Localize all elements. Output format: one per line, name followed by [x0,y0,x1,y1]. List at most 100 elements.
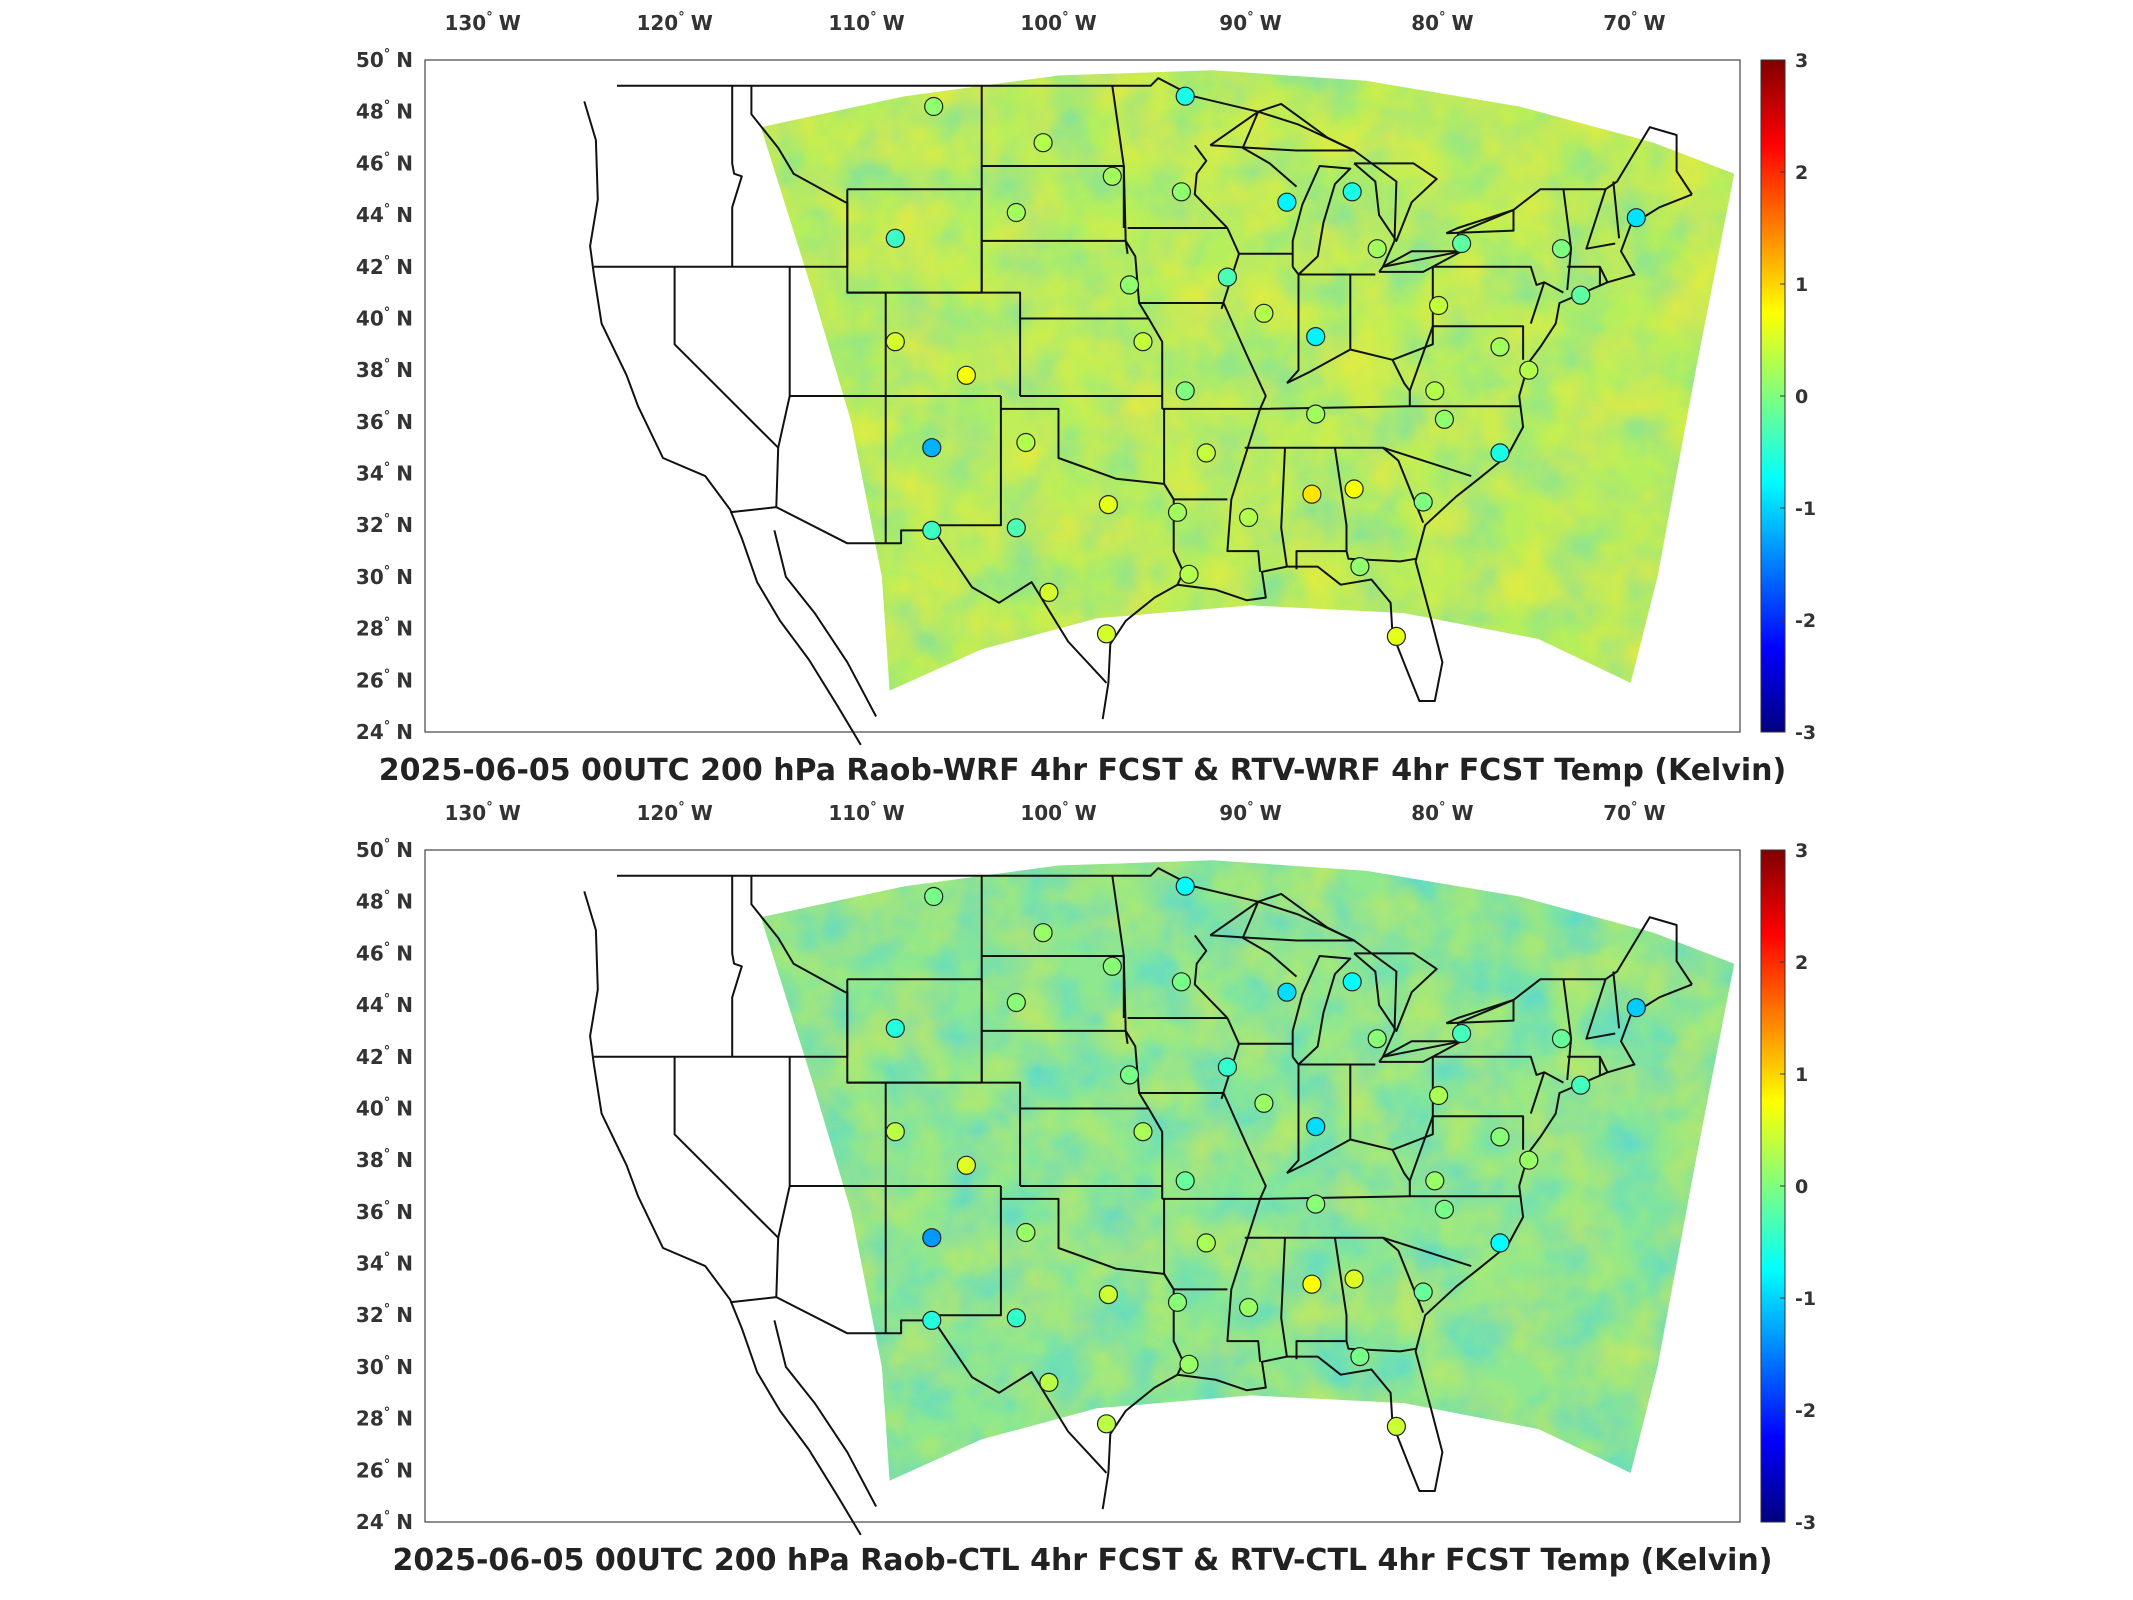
raob-station-marker [1626,998,1646,1018]
lon-tick-label: 130° W [444,800,520,825]
raob-station-marker [1302,484,1322,504]
raob-stations [885,876,1646,1437]
raob-station-marker [1033,923,1053,943]
raob-station-marker [924,886,944,907]
raob-station-marker [1039,582,1059,603]
panel-title: 2025-06-05 00UTC 200 hPa Raob-CTL 4hr FC… [392,1543,1772,1578]
raob-station-marker [1175,1171,1195,1191]
colorbar-tick-label: 0 [1795,386,1808,408]
lon-tick-label: 70° W [1603,10,1665,35]
raob-station-marker [1571,285,1591,305]
lat-tick-label: 36° N [356,1199,413,1224]
raob-station-marker [1434,409,1455,429]
lat-tick-label: 28° N [356,1406,413,1431]
colorbar-tick-label: 3 [1795,50,1808,72]
raob-station-marker [956,1155,977,1175]
raob-station-marker [1490,1127,1510,1147]
raob-station-marker [1306,327,1326,347]
raob-station-marker [1254,303,1274,323]
lat-tick-label: 46° N [356,150,413,175]
raob-station-marker [1306,1116,1326,1137]
lat-tick-label: 46° N [356,940,413,965]
raob-station-marker [1302,1274,1322,1294]
lon-tick-label: 80° W [1411,800,1473,825]
colorbar-tick-label: -2 [1795,1400,1816,1422]
raob-station-marker [1167,502,1188,522]
colorbar-tick-label: 2 [1795,162,1808,184]
raob-station-marker [1490,1233,1510,1253]
lat-tick-label: 42° N [356,254,413,279]
raob-station-marker [1428,1085,1449,1106]
lat-tick-label: 40° N [356,1096,413,1121]
colorbar-tick-label: 3 [1795,840,1808,862]
raob-station-marker [1238,507,1259,528]
temperature-difference-field [760,860,1735,1481]
raob-station-marker [1277,982,1297,1002]
raob-station-marker [956,365,977,385]
raob-station-marker [1102,166,1122,186]
lon-tick-label: 70° W [1603,800,1665,825]
colorbar-tick-label: 1 [1795,274,1808,296]
raob-station-marker [1434,1199,1455,1219]
raob-station-marker [1179,564,1199,584]
raob-station-marker [1133,1122,1153,1142]
raob-station-marker [1350,1346,1370,1367]
raob-station-marker [1006,202,1026,223]
raob-station-marker [1490,443,1510,463]
raob-station-marker [1006,992,1026,1013]
raob-station-marker [1386,626,1407,647]
lat-tick-label: 36° N [356,409,413,434]
raob-station-marker [1519,1150,1539,1170]
raob-station-marker [1490,337,1510,357]
raob-station-marker [1102,956,1122,976]
lon-tick-label: 120° W [636,800,712,825]
lat-tick-label: 44° N [356,202,413,227]
raob-station-marker [1386,1416,1407,1437]
raob-station-marker [1033,133,1053,153]
map-panel-2: 130° W 120° W 110° W 100° W 90° W 80° W 70° W 50° N 48° N… [356,800,1816,1536]
colorbar-tick-label: -2 [1795,610,1816,632]
raob-station-marker [885,228,905,248]
lon-tick-label: 110° W [828,800,904,825]
raob-station-marker [1171,182,1192,202]
colorbar-tick-label: -3 [1795,1512,1816,1534]
raob-station-marker [922,520,942,541]
state-boundaries [583,77,1693,746]
raob-station-marker [1367,239,1387,259]
lat-tick-label: 26° N [356,1457,413,1482]
raob-station-marker [1425,381,1445,401]
lat-tick-label: 48° N [356,99,413,124]
raob-station-marker [1016,1222,1036,1243]
lat-tick-label: 48° N [356,889,413,914]
raob-station-marker [922,1228,942,1248]
raob-station-marker [1413,1282,1433,1302]
colorbar-tick-label: 0 [1795,1176,1808,1198]
raob-station-marker [1519,360,1539,380]
lat-tick-label: 44° N [356,992,413,1017]
raob-station-marker [1344,1269,1364,1289]
lon-tick-label: 130° W [444,10,520,35]
raob-station-marker [1551,1029,1572,1049]
raob-station-marker [885,1018,905,1038]
raob-station-marker [1428,295,1449,316]
raob-station-marker [1196,1233,1216,1253]
raob-station-marker [1119,275,1140,295]
raob-station-marker [1342,182,1362,202]
raob-station-marker [1175,381,1195,401]
raob-station-marker [1098,495,1119,515]
raob-station-marker [1133,332,1153,352]
raob-station-marker [1016,432,1036,453]
raob-station-marker [1451,1023,1472,1044]
lat-tick-label: 42° N [356,1044,413,1069]
raob-station-marker [1175,876,1195,896]
raob-station-marker [1277,192,1297,212]
colorbar-tick-label: -3 [1795,722,1816,744]
raob-station-marker [1238,1297,1259,1318]
temperature-difference-field [760,70,1735,691]
lon-tick-label: 120° W [636,10,712,35]
raob-station-marker [1571,1075,1591,1095]
raob-station-marker [1306,1194,1326,1214]
lon-tick-label: 90° W [1219,10,1281,35]
lat-tick-label: 32° N [356,512,413,537]
lat-tick-label: 30° N [356,564,413,589]
